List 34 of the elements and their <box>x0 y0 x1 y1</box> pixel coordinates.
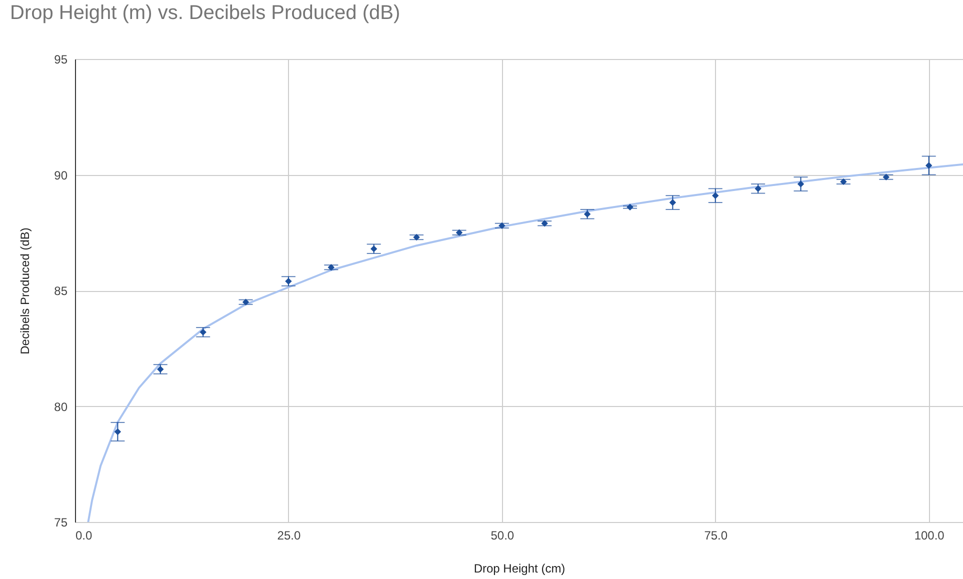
point <box>114 428 122 436</box>
point <box>925 162 932 169</box>
point <box>456 229 463 236</box>
x-tick-label: 75.0 <box>704 528 728 542</box>
point <box>626 204 634 211</box>
point <box>413 234 420 241</box>
x-tick-label: 100.0 <box>914 528 945 542</box>
point <box>370 245 378 252</box>
point <box>754 185 762 192</box>
line-series <box>87 163 963 522</box>
point <box>157 366 164 373</box>
y-tick-label: 75 <box>54 516 68 530</box>
point <box>541 220 548 227</box>
point <box>200 328 206 336</box>
y-tick-label: 80 <box>54 400 68 414</box>
x-tick-label: 25.0 <box>277 528 301 542</box>
point <box>840 178 847 186</box>
point <box>498 222 506 230</box>
point <box>797 180 804 188</box>
x-tick-label: 50.0 <box>490 528 514 542</box>
y-tick-label: 95 <box>54 52 68 66</box>
chart-title: Drop Height (m) vs. Decibels Produced (dB) <box>10 2 400 24</box>
point <box>285 278 292 285</box>
point <box>712 192 719 199</box>
x-tick-label: 0.0 <box>76 528 93 542</box>
point <box>242 298 250 306</box>
point <box>669 199 676 206</box>
point <box>584 210 591 218</box>
point <box>882 174 890 180</box>
y-tick-label: 85 <box>54 284 68 298</box>
x-axis-title: Drop Height (cm) <box>474 562 566 576</box>
y-tick-label: 90 <box>54 168 68 182</box>
point <box>328 264 335 271</box>
y-axis-title: Decibels Produced (dB) <box>18 228 32 354</box>
